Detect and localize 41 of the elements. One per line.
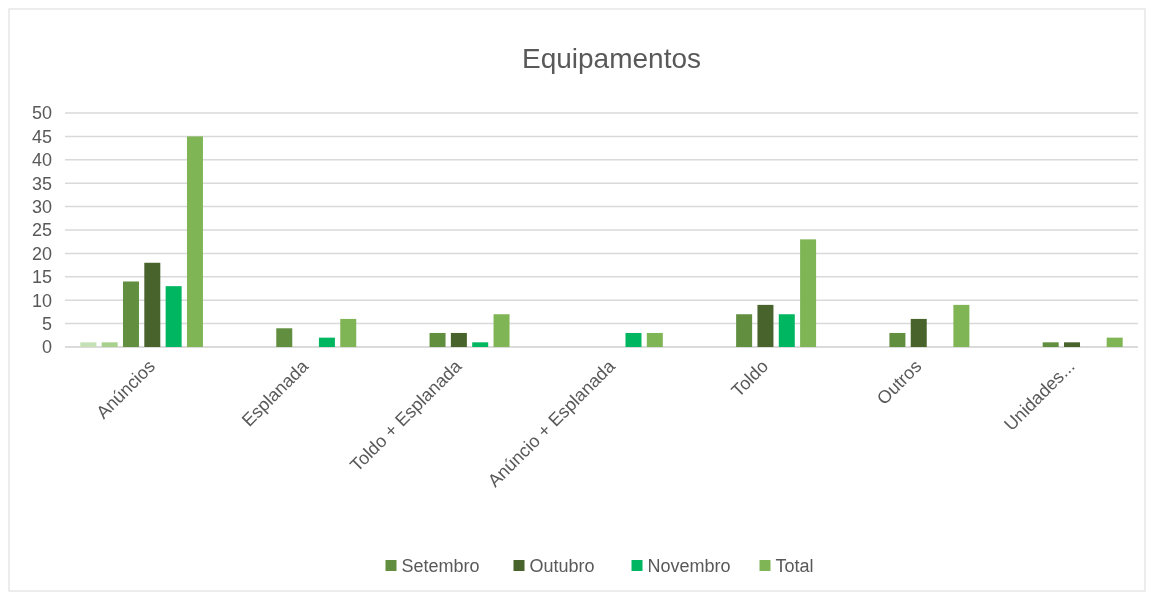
bar — [450, 332, 467, 347]
legend-label: Total — [775, 556, 814, 577]
bar — [186, 136, 203, 347]
legend-label: Setembro — [401, 556, 480, 577]
bar — [646, 332, 663, 347]
chart-title: Equipamentos — [521, 43, 702, 74]
y-tick-label: 35 — [31, 173, 52, 194]
y-tick-label: 25 — [31, 220, 52, 241]
bar — [1106, 337, 1123, 347]
y-tick-label: 0 — [41, 337, 52, 358]
bar — [910, 318, 927, 347]
bar — [625, 332, 642, 347]
bar — [101, 342, 118, 347]
y-tick-label: 40 — [31, 150, 52, 171]
bar — [429, 332, 446, 347]
y-tick-label: 45 — [31, 126, 52, 147]
y-tick-label: 15 — [31, 267, 52, 288]
bar — [778, 314, 795, 347]
y-tick-label: 10 — [31, 290, 52, 311]
y-tick-label: 30 — [31, 196, 52, 217]
bar — [144, 262, 161, 347]
bar — [318, 337, 335, 347]
bar — [1064, 342, 1081, 347]
y-tick-label: 20 — [31, 243, 52, 264]
bar — [122, 281, 139, 347]
bar — [1042, 342, 1059, 347]
bar — [493, 314, 510, 347]
bar — [736, 314, 753, 347]
y-tick-label: 5 — [41, 313, 52, 334]
bar — [953, 304, 970, 347]
bar — [80, 342, 97, 347]
bar — [340, 318, 357, 347]
bar — [800, 239, 817, 347]
y-tick-label: 50 — [31, 103, 52, 124]
bar — [472, 342, 489, 347]
legend-label: Novembro — [647, 556, 731, 577]
bar — [276, 328, 293, 347]
legend-label: Outubro — [529, 556, 595, 577]
bar — [165, 286, 182, 347]
bar — [757, 304, 774, 347]
bar — [889, 332, 906, 347]
